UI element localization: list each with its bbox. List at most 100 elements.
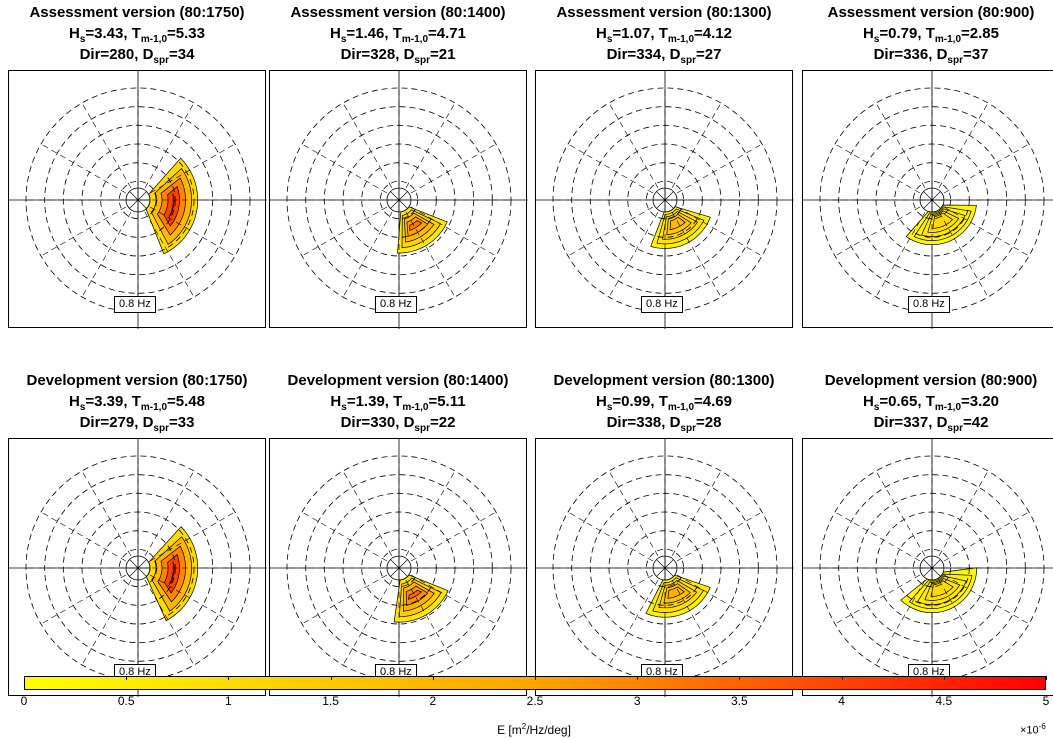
energy-contour-level (669, 216, 686, 231)
center-spoke (398, 191, 408, 201)
colorbar-label-suffix: /Hz/deg] (526, 723, 571, 737)
tm-symbol: T (658, 393, 668, 410)
polar-spectrum-plot (9, 439, 267, 697)
direction-spoke (405, 102, 456, 189)
direction-spoke (676, 511, 763, 562)
colorbar-tick-mark (228, 676, 230, 680)
dspr-value: 27 (704, 46, 722, 63)
center-spoke (390, 191, 400, 201)
hs-symbol: H (330, 393, 342, 410)
colorbar-tick-label: 3 (633, 694, 641, 708)
direction-spoke (405, 470, 456, 557)
center-spoke (931, 199, 941, 209)
center-spoke (129, 199, 139, 209)
direction-spoke (671, 470, 722, 557)
tm-symbol: T (393, 393, 403, 410)
center-spoke (129, 191, 139, 201)
direction-spoke (81, 102, 132, 189)
direction-spoke (149, 206, 236, 257)
dspr-symbol: D (669, 46, 681, 63)
direction-spoke (301, 206, 388, 257)
hs-value: 0.79 (888, 25, 918, 42)
energy-contours (645, 574, 711, 618)
hs-value: 1.39 (355, 393, 385, 410)
polar-spectrum-plot (270, 71, 528, 329)
colorbar-tick-mark (637, 676, 639, 680)
frequency-ring (44, 106, 232, 294)
center-spoke (390, 559, 400, 569)
frequency-ring (305, 474, 493, 662)
hs-subscript: s (606, 34, 613, 45)
panel-hs-tm-line: Hs=1.07, Tm-1,0=4.12 (596, 25, 732, 45)
colorbar-label-sup: 2 (521, 722, 527, 731)
center-spoke (923, 199, 933, 209)
center-spoke (390, 199, 400, 209)
hs-subscript: s (79, 402, 86, 413)
energy-contours (145, 157, 199, 255)
hs-subscript: s (873, 402, 880, 413)
colorbar-multiplier-base: ×10 (1020, 724, 1039, 737)
direction-spoke (834, 511, 921, 562)
center-spoke (398, 567, 408, 577)
dir-value: 338 (636, 414, 662, 431)
tm-subscript: m-1,0 (140, 402, 168, 413)
direction-spoke (875, 102, 926, 189)
frequency-ring (44, 474, 232, 662)
colorbar-tick-mark (1046, 676, 1047, 680)
spectrum-panel: 0.8 Hz (8, 438, 267, 697)
dspr-subscript: spr (414, 55, 430, 66)
dir-prefix: Dir= (873, 414, 904, 431)
colorbar-tick-label: 2.5 (526, 694, 544, 708)
tm-symbol: T (131, 393, 141, 410)
panel-dir-line: Dir=337, Dspr=42 (873, 414, 989, 434)
panel-hs-tm-line: Hs=0.79, Tm-1,0=2.85 (863, 25, 999, 45)
tm-subscript: m-1,0 (934, 34, 962, 45)
energy-contours (905, 204, 977, 246)
spectrum-panel: 0.8 Hz (269, 438, 528, 697)
panel-title: Development version (80:900) Hs=0.65, Tm-… (781, 370, 1053, 434)
hs-value: 1.07 (621, 25, 651, 42)
center-spoke (656, 567, 666, 577)
colorbar-multiplier-exp: -6 (1038, 722, 1046, 731)
panel-heading: Development version (80:1400) (287, 372, 509, 389)
polar-spectrum-plot (536, 439, 794, 697)
tm-value: 4.12 (702, 25, 732, 42)
tm-value: 5.48 (175, 393, 205, 410)
hs-subscript: s (341, 402, 347, 413)
panel-title: Development version (80:1300) Hs=0.99, Tm… (514, 370, 814, 434)
dir-prefix: Dir= (79, 414, 110, 431)
center-spoke (664, 199, 674, 209)
dir-value: 279 (109, 414, 135, 431)
energy-contour-level (163, 553, 180, 594)
direction-spoke (144, 579, 195, 666)
direction-spoke (410, 574, 497, 625)
direction-spoke (875, 470, 926, 557)
direction-spoke (81, 470, 132, 557)
colorbar-tick-mark (330, 676, 332, 680)
hs-symbol: H (863, 393, 874, 410)
center-spoke (656, 199, 666, 209)
colorbar-tick-label: 2 (429, 694, 437, 708)
dir-value: 280 (109, 46, 135, 63)
colorbar-tick-mark (126, 676, 128, 680)
direction-spoke (410, 143, 497, 194)
panel-heading: Assessment version (80:1400) (290, 4, 506, 21)
energy-contour-level (667, 586, 685, 599)
colorbar-tick-label: 3.5 (731, 694, 748, 708)
colorbar-label-prefix: E [m (497, 723, 522, 737)
spectrum-panel: 0.8 Hz (535, 438, 794, 697)
direction-spoke (342, 470, 393, 557)
direction-spoke (567, 511, 654, 562)
panel-dir-line: Dir=330, Dspr=22 (340, 414, 456, 434)
dir-prefix: Dir= (340, 46, 371, 63)
tm-subscript: m-1,0 (402, 402, 429, 413)
direction-spoke (567, 143, 654, 194)
direction-spoke (301, 574, 388, 625)
dspr-symbol: D (142, 46, 154, 63)
dir-value: 336 (903, 46, 929, 63)
direction-spoke (40, 206, 127, 257)
panel-hs-tm-line: Hs=3.43, Tm-1,0=5.33 (69, 25, 205, 45)
direction-spoke (144, 470, 195, 557)
panel-heading: Assessment version (80:1300) (556, 4, 772, 21)
panel-title: Development version (80:1750) Hs=3.39, Tm… (0, 370, 287, 434)
